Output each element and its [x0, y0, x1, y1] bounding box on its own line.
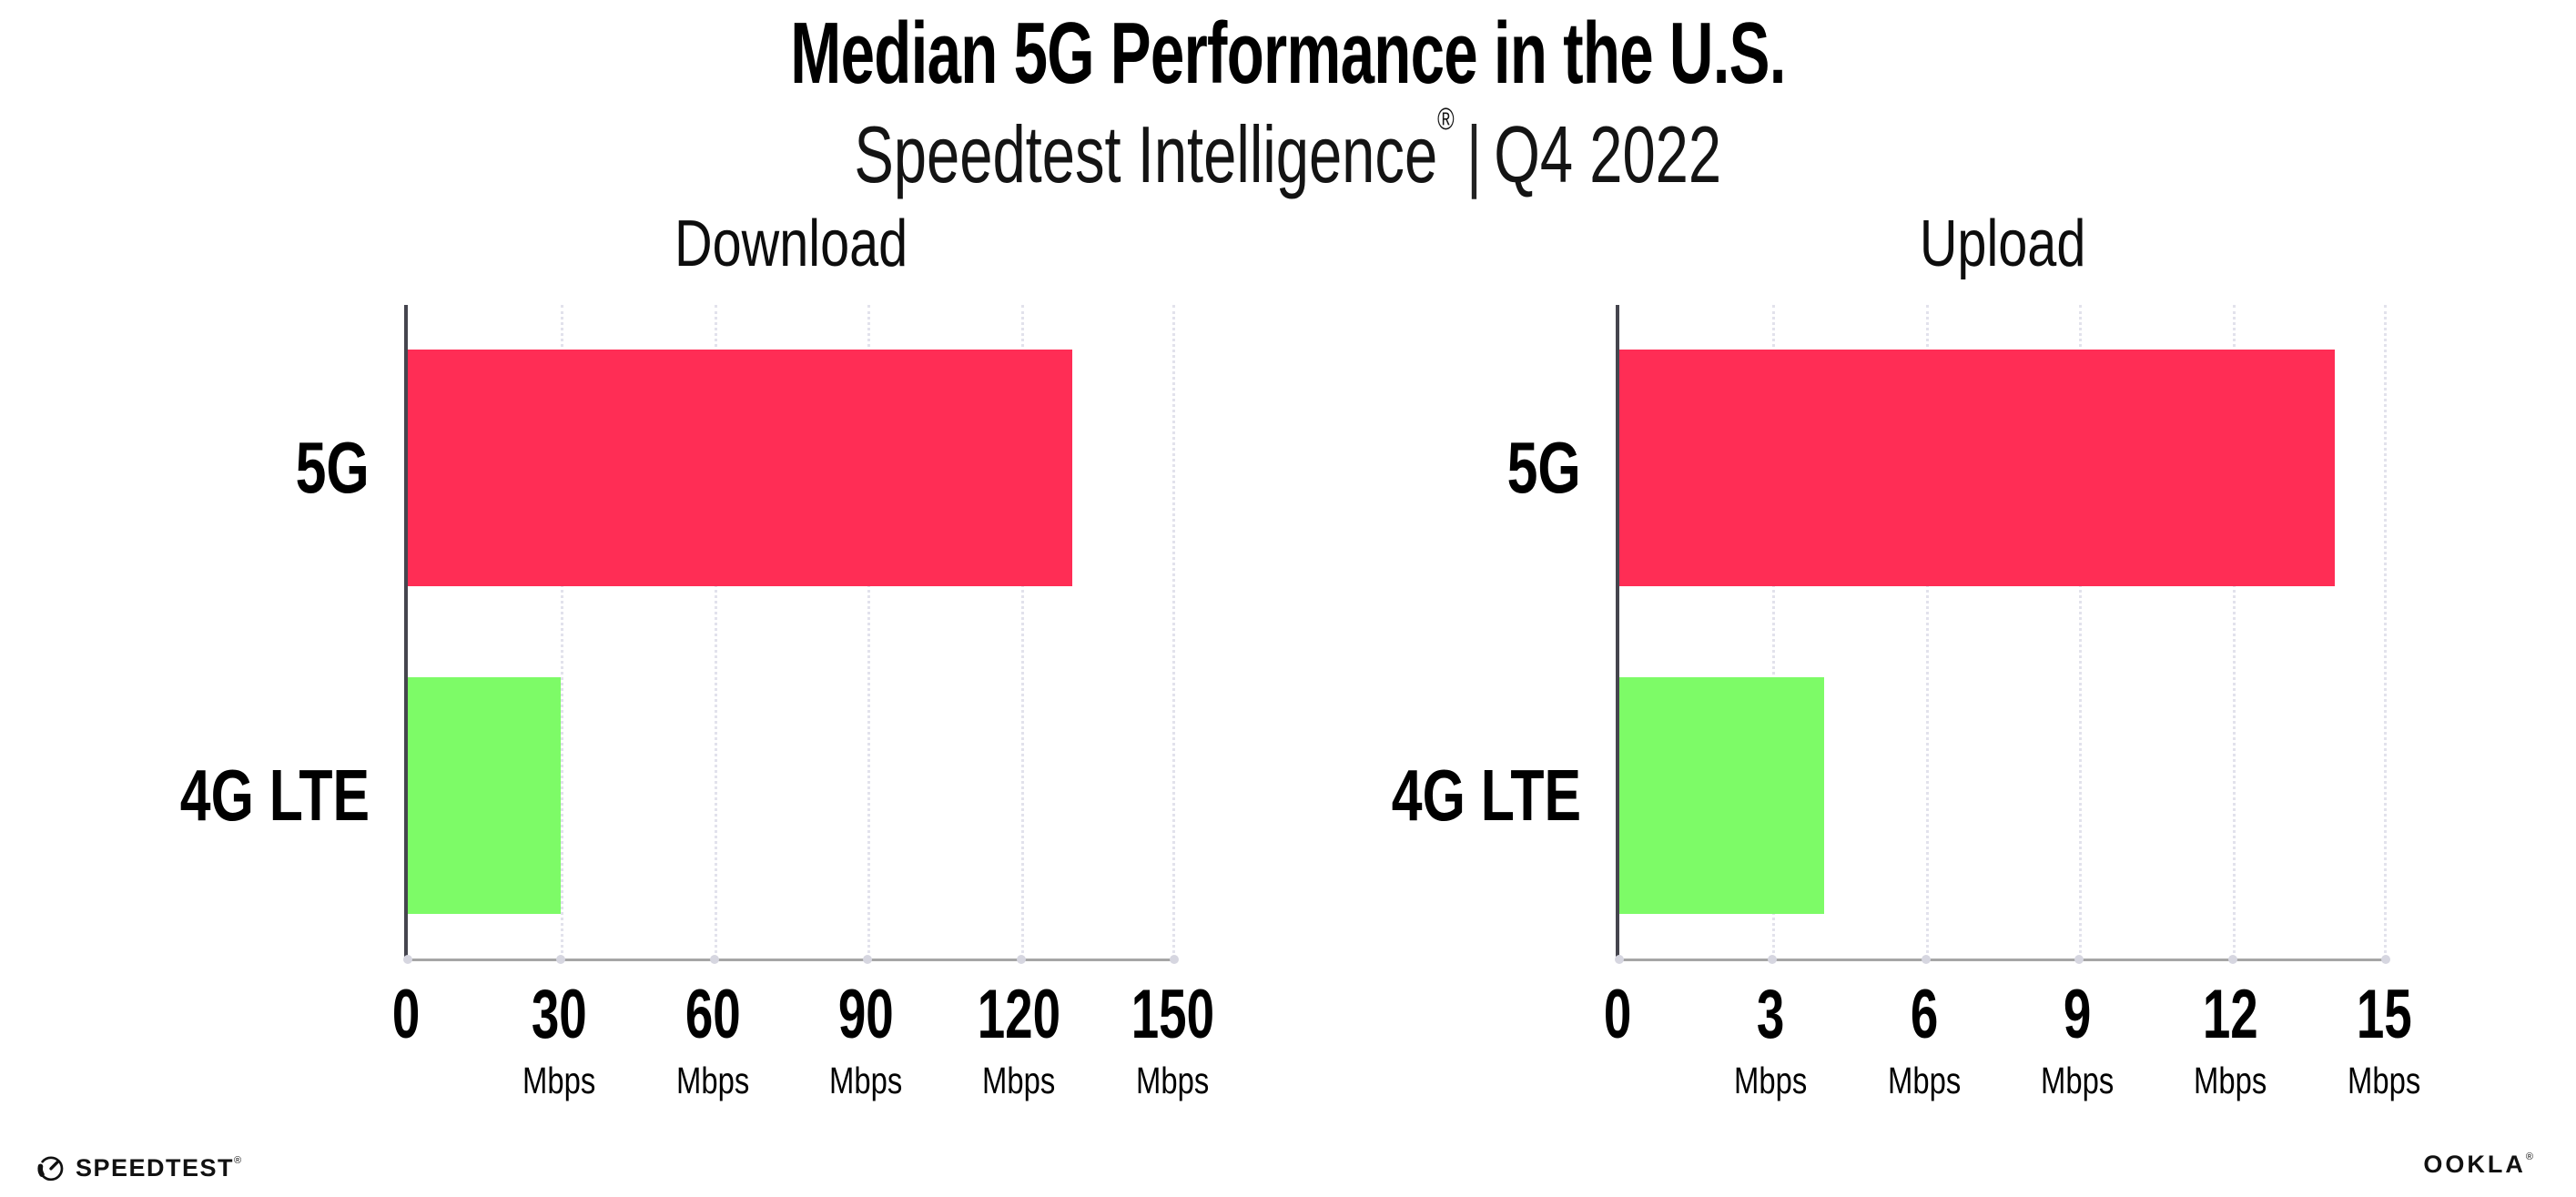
x-tick-label: 60 Mbps [576, 980, 849, 1100]
speedtest-gauge-icon [36, 1153, 66, 1182]
x-tick-label: 0 [1603, 976, 1632, 1053]
tick-mark [1016, 955, 1026, 964]
x-tick-label: 9 Mbps [1941, 980, 2214, 1100]
x-tick-label: 150 Mbps [1036, 980, 1309, 1100]
subtitle-brand: Speedtest Intelligence [854, 109, 1438, 199]
ookla-logo: OOKLA® [2423, 1151, 2536, 1179]
x-tick-label: 30 Mbps [422, 980, 695, 1100]
subtitle-period: Q4 2022 [1494, 109, 1722, 199]
x-tick-label: 120 Mbps [883, 980, 1156, 1100]
registered-mark: ® [1437, 102, 1455, 137]
x-tick-label: 0 [391, 976, 421, 1053]
gridline [2079, 305, 2083, 959]
x-tick-label: 15 Mbps [2247, 980, 2520, 1100]
ookla-wordmark: OOKLA [2423, 1151, 2526, 1178]
gridline [1772, 305, 1776, 959]
bar-download-5g [408, 350, 1072, 586]
unit-label: Mbps [982, 1060, 1056, 1101]
unit-label: Mbps [2194, 1060, 2267, 1101]
category-label-4g-lte: 4G LTE [1391, 755, 1581, 836]
unit-label: Mbps [829, 1060, 903, 1101]
gridline [1925, 305, 1929, 959]
speedtest-logo: SPEEDTEST® [36, 1153, 243, 1182]
upload-chart-title: Upload [1919, 208, 2086, 280]
tick-mark [1768, 955, 1778, 964]
unit-label: Mbps [675, 1060, 749, 1101]
tick-mark [556, 955, 566, 964]
bar-download-4g-lte [408, 677, 562, 914]
tick-mark [1615, 955, 1624, 964]
tick-mark [2227, 955, 2237, 964]
tick-mark [403, 955, 412, 964]
registered-mark: ® [2525, 1151, 2536, 1162]
category-label-4g-lte: 4G LTE [179, 755, 370, 836]
unit-label: Mbps [1887, 1060, 1961, 1101]
x-tick-label: 6 Mbps [1788, 980, 2061, 1100]
tick-mark [1921, 955, 1931, 964]
unit-label: Mbps [2347, 1060, 2421, 1101]
gridline [714, 305, 717, 959]
download-chart-plot: Download 5G 4G LTE 0 30 Mbps 60 Mbps [180, 208, 1214, 1100]
download-chart-title: Download [674, 208, 908, 280]
unit-label: Mbps [1734, 1060, 1808, 1101]
speedtest-wordmark: SPEEDTEST® [76, 1153, 243, 1182]
x-tick-label: 3 Mbps [1634, 980, 1907, 1100]
x-tick-label: 90 Mbps [729, 980, 1002, 1100]
bar-upload-5g [1619, 350, 2335, 586]
tick-mark [709, 955, 719, 964]
tick-mark [1170, 955, 1179, 964]
tick-mark [863, 955, 873, 964]
gridline [2384, 305, 2387, 959]
tick-mark [2381, 955, 2390, 964]
gridline [1172, 305, 1175, 959]
page-title: Median 5G Performance in the U.S. [790, 5, 1786, 102]
x-tick-label: 12 Mbps [2094, 980, 2368, 1100]
gridline [561, 305, 564, 959]
gridline [1020, 305, 1024, 959]
gridline [867, 305, 871, 959]
unit-label: Mbps [522, 1060, 596, 1101]
category-label-5g: 5G [1506, 427, 1581, 508]
page-subtitle: Speedtest Intelligence® | Q4 2022 [0, 102, 2576, 201]
subtitle-separator: | [1466, 109, 1483, 199]
bar-upload-4g-lte [1619, 677, 1824, 914]
registered-mark: ® [234, 1154, 243, 1166]
tick-mark [2074, 955, 2084, 964]
unit-label: Mbps [1135, 1060, 1210, 1101]
gridline [2232, 305, 2236, 959]
category-label-5g: 5G [295, 427, 370, 508]
unit-label: Mbps [2041, 1060, 2115, 1101]
upload-chart-plot: Upload 5G 4G LTE 0 3 Mbps 6 Mbps [1392, 208, 2420, 1100]
